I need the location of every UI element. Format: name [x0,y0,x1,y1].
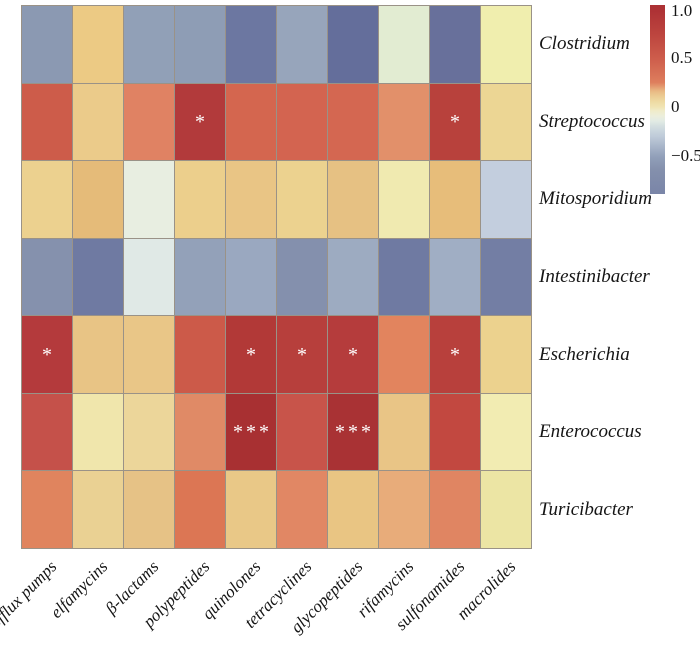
significance-marker: * [348,343,361,366]
significance-marker: * [42,343,55,366]
heatmap-cell-escherichia-7: * [328,316,378,393]
heatmap-cell-mitosporidium-2 [73,161,123,238]
heatmap-cell-clostridium-1 [22,6,72,83]
heatmap-cell-intestinibacter-7 [328,238,378,316]
heatmap-cell-clostridium-6 [277,6,327,83]
heatmap-cell-streptococcus-8 [379,83,429,161]
row-label-enterococcus: Enterococcus [539,421,642,443]
heatmap-cell-mitosporidium-5 [226,161,276,238]
heatmap-cell-enterococcus-5: *** [226,393,276,471]
heatmap-cell-turicibacter-6 [277,471,327,548]
heatmap-cell-mitosporidium-7 [328,161,378,238]
heatmap-cell-turicibacter-5 [226,471,276,548]
heatmap-cell-intestinibacter-9 [430,238,480,316]
heatmap-cell-intestinibacter-10 [481,238,531,316]
heatmap-cell-streptococcus-6 [277,83,327,161]
colorbar-tick-0.5: 0.5 [671,47,693,67]
row-label-mitosporidium: Mitosporidium [539,188,652,210]
heatmap-cell-enterococcus-8 [379,393,429,471]
heatmap-cell-escherichia-2 [73,316,123,393]
heatmap-cell-enterococcus-3 [124,393,174,471]
row-label-streptococcus: Streptococcus [539,110,645,132]
row-label-escherichia: Escherichia [539,343,630,365]
heatmap-cell-escherichia-4 [175,316,225,393]
heatmap-cell-streptococcus-2 [73,83,123,161]
heatmap-cell-clostridium-3 [124,6,174,83]
heatmap-cell-enterococcus-6 [277,393,327,471]
heatmap-cell-clostridium-9 [430,6,480,83]
heatmap-cell-clostridium-8 [379,6,429,83]
row-label-turicibacter: Turicibacter [539,498,633,520]
heatmap-cell-intestinibacter-4 [175,238,225,316]
heatmap-cell-enterococcus-2 [73,393,123,471]
heatmap-cell-mitosporidium-4 [175,161,225,238]
heatmap-cell-streptococcus-9: * [430,83,480,161]
heatmap-cell-escherichia-8 [379,316,429,393]
heatmap-cell-escherichia-10 [481,316,531,393]
heatmap-cell-turicibacter-7 [328,471,378,548]
heatmap-cell-intestinibacter-6 [277,238,327,316]
heatmap-cell-mitosporidium-3 [124,161,174,238]
significance-marker: * [246,343,259,366]
heatmap-cell-clostridium-7 [328,6,378,83]
significance-marker: * [297,343,310,366]
heatmap-cell-streptococcus-3 [124,83,174,161]
heatmap-cell-streptococcus-10 [481,83,531,161]
colorbar-tick-0: 0 [671,97,680,117]
heatmap-cell-clostridium-4 [175,6,225,83]
heatmap-cell-intestinibacter-2 [73,238,123,316]
colorbar-tick-1.0: 1.0 [671,1,693,21]
heatmap-grid: * * * * * * * *** *** [21,5,532,549]
heatmap-cell-escherichia-6: * [277,316,327,393]
heatmap-cell-escherichia-5: * [226,316,276,393]
heatmap-cell-streptococcus-5 [226,83,276,161]
heatmap-cell-enterococcus-4 [175,393,225,471]
heatmap-cell-turicibacter-8 [379,471,429,548]
significance-marker: *** [335,421,374,444]
heatmap-cell-turicibacter-3 [124,471,174,548]
heatmap-cell-enterococcus-1 [22,393,72,471]
heatmap-cell-turicibacter-10 [481,471,531,548]
colorbar [650,5,665,194]
heatmap-cell-mitosporidium-8 [379,161,429,238]
heatmap-cell-escherichia-1: * [22,316,72,393]
heatmap-cell-streptococcus-7 [328,83,378,161]
significance-marker: * [195,110,208,133]
heatmap-cell-intestinibacter-1 [22,238,72,316]
heatmap-cell-turicibacter-4 [175,471,225,548]
significance-marker: * [450,110,463,133]
heatmap-cell-clostridium-5 [226,6,276,83]
heatmap-cell-streptococcus-1 [22,83,72,161]
heatmap-cell-turicibacter-2 [73,471,123,548]
heatmap-cell-mitosporidium-6 [277,161,327,238]
heatmap-cell-turicibacter-1 [22,471,72,548]
heatmap-cell-intestinibacter-8 [379,238,429,316]
heatmap-cell-clostridium-2 [73,6,123,83]
heatmap-cell-escherichia-3 [124,316,174,393]
heatmap-cell-mitosporidium-1 [22,161,72,238]
row-label-clostridium: Clostridium [539,33,630,55]
heatmap-cell-enterococcus-9 [430,393,480,471]
row-label-intestinibacter: Intestinibacter [539,266,650,287]
significance-marker: * [450,343,463,366]
heatmap-cell-mitosporidium-10 [481,161,531,238]
heatmap-cell-enterococcus-7: *** [328,393,378,471]
significance-marker: *** [233,421,272,444]
heatmap-cell-mitosporidium-9 [430,161,480,238]
heatmap-cell-escherichia-9: * [430,316,480,393]
heatmap-cell-enterococcus-10 [481,393,531,471]
colorbar-tick-minus-0.5: −0.5 [671,146,700,165]
heatmap-cell-intestinibacter-3 [124,238,174,316]
heatmap-cell-turicibacter-9 [430,471,480,548]
heatmap-cell-streptococcus-4: * [175,83,225,161]
heatmap-cell-clostridium-10 [481,6,531,83]
heatmap-cell-intestinibacter-5 [226,238,276,316]
